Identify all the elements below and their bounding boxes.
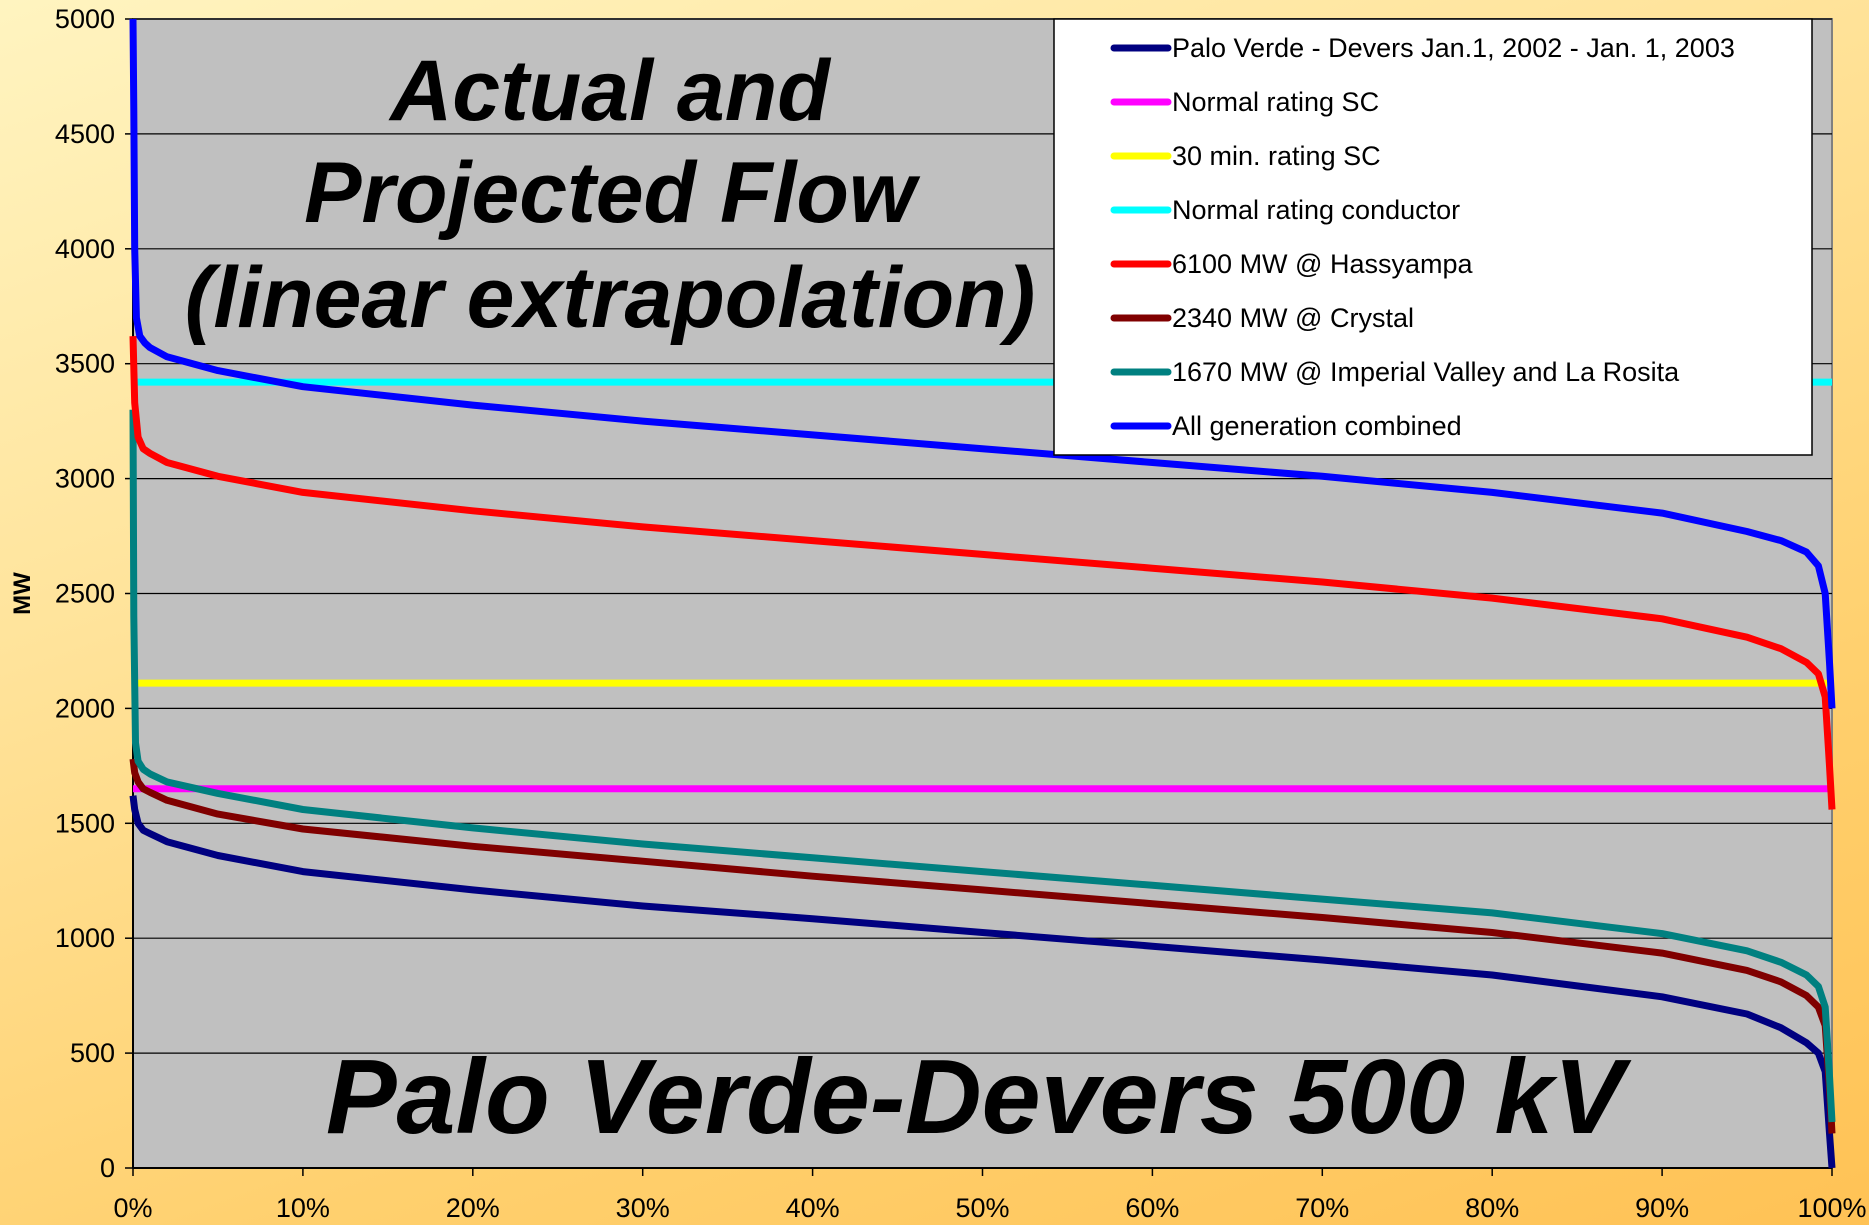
y-tick-label: 4000 bbox=[55, 234, 115, 264]
series-line-hassyampa bbox=[129, 336, 1836, 810]
y-tick-label: 0 bbox=[100, 1153, 115, 1183]
y-tick-labels: 0 500 1000 1500 2000 2500 3000 3500 4000 4500 5000 bbox=[55, 4, 115, 1183]
x-tick-label: 30% bbox=[616, 1193, 670, 1223]
chart-title-line: Actual and bbox=[388, 43, 831, 139]
legend-label: Normal rating SC bbox=[1172, 87, 1379, 117]
chart-title-line: (linear extrapolation) bbox=[185, 250, 1036, 346]
x-tick-label: 20% bbox=[446, 1193, 500, 1223]
y-tick-label: 500 bbox=[70, 1038, 115, 1068]
legend-label: 1670 MW @ Imperial Valley and La Rosita bbox=[1172, 357, 1680, 387]
series-line-all-generation-combined bbox=[129, 18, 1836, 709]
y-tick-label: 5000 bbox=[55, 4, 115, 34]
x-tick-label: 60% bbox=[1125, 1193, 1179, 1223]
legend-label: 6100 MW @ Hassyampa bbox=[1172, 249, 1473, 279]
chart-subtitle: Palo Verde-Devers 500 kV bbox=[326, 1038, 1633, 1156]
y-tick-label: 2500 bbox=[55, 579, 115, 609]
y-tick-label: 1500 bbox=[55, 808, 115, 838]
x-tick-label: 40% bbox=[786, 1193, 840, 1223]
y-tick-label: 3000 bbox=[55, 464, 115, 494]
legend: Palo Verde - Devers Jan.1, 2002 - Jan. 1… bbox=[1053, 18, 1813, 456]
y-tick-label: 3500 bbox=[55, 349, 115, 379]
x-tick-labels: 0% 10% 20% 30% 40% 50% 60% 70% 80% 90% 100% bbox=[113, 1193, 1866, 1223]
x-tick-label: 90% bbox=[1635, 1193, 1689, 1223]
y-axis-title: MW bbox=[9, 572, 36, 615]
x-tick-label: 80% bbox=[1465, 1193, 1519, 1223]
legend-label: Palo Verde - Devers Jan.1, 2002 - Jan. 1… bbox=[1172, 33, 1735, 63]
x-tick-label: 50% bbox=[955, 1193, 1009, 1223]
legend-box bbox=[1053, 18, 1813, 456]
legend-label: All generation combined bbox=[1172, 411, 1462, 441]
chart-title-line: Projected Flow bbox=[304, 145, 921, 241]
series-line-crystal bbox=[129, 758, 1836, 1134]
y-tick-label: 2000 bbox=[55, 693, 115, 723]
y-tick-label: 4500 bbox=[55, 119, 115, 149]
x-tick-label: 10% bbox=[276, 1193, 330, 1223]
x-tick-label: 100% bbox=[1797, 1193, 1866, 1223]
legend-label: 30 min. rating SC bbox=[1172, 141, 1381, 171]
legend-label: Normal rating conductor bbox=[1172, 195, 1460, 225]
x-tick-label: 0% bbox=[113, 1193, 152, 1223]
x-tick-label: 70% bbox=[1295, 1193, 1349, 1223]
series-lines bbox=[129, 18, 1836, 1169]
series-line-imperial-valley-la-rosita bbox=[129, 409, 1836, 1123]
legend-label: 2340 MW @ Crystal bbox=[1172, 303, 1414, 333]
y-tick-label: 1000 bbox=[55, 923, 115, 953]
series-line-palo-verde-devers bbox=[129, 795, 1836, 1169]
